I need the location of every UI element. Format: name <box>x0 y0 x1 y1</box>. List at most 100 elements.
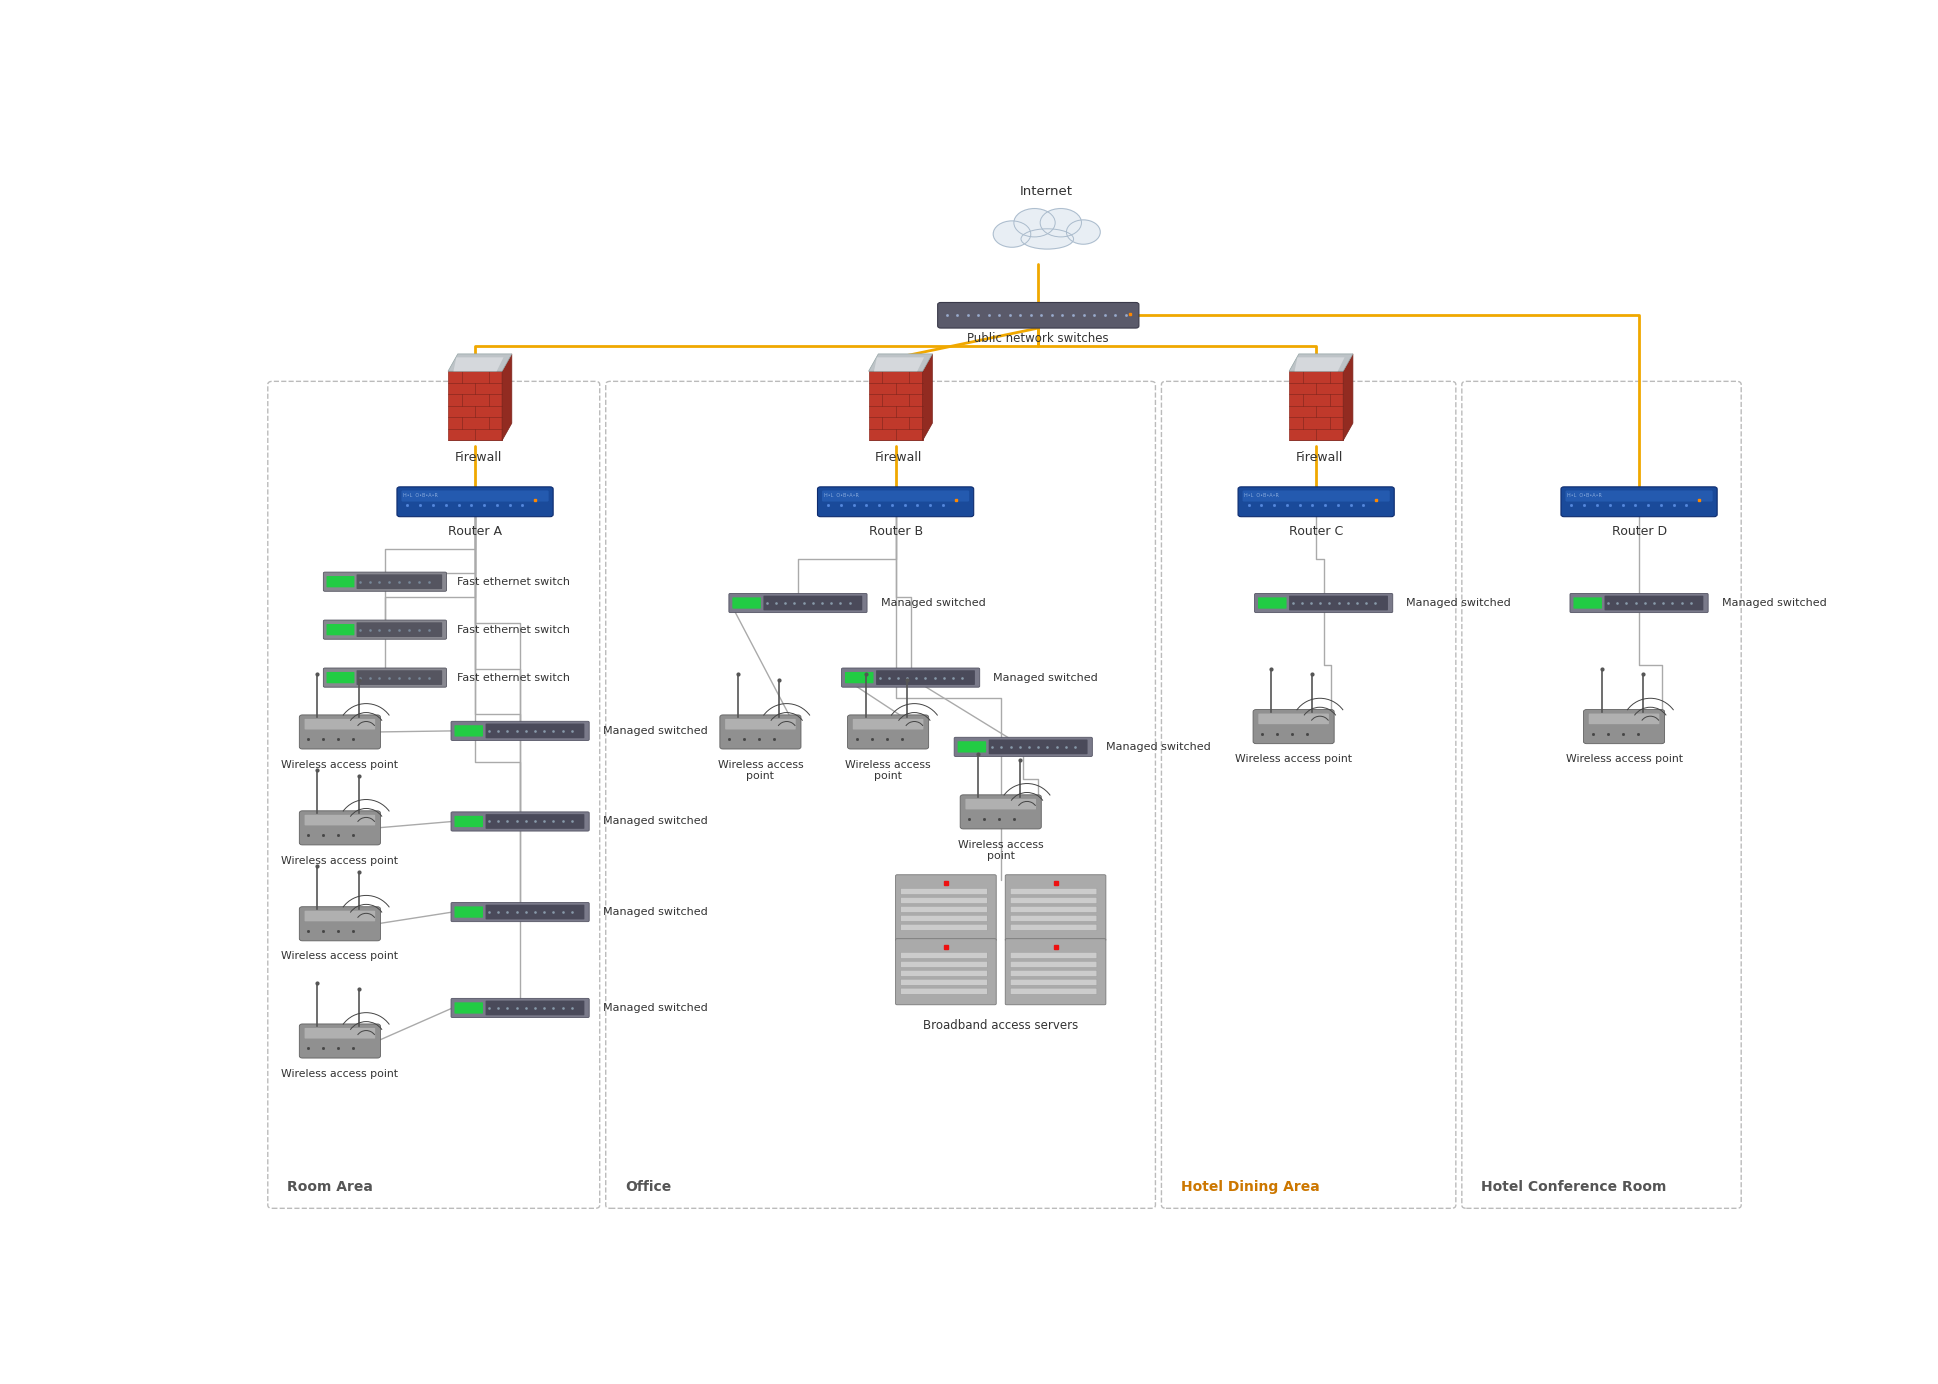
FancyBboxPatch shape <box>486 905 585 919</box>
Text: Fast ethernet switch: Fast ethernet switch <box>457 673 570 682</box>
FancyBboxPatch shape <box>1583 710 1665 743</box>
FancyBboxPatch shape <box>357 574 442 590</box>
Text: Wireless access point: Wireless access point <box>281 951 399 962</box>
FancyBboxPatch shape <box>822 490 969 501</box>
Text: Managed switched: Managed switched <box>1107 742 1211 752</box>
FancyBboxPatch shape <box>298 1024 380 1057</box>
Polygon shape <box>868 354 932 371</box>
FancyBboxPatch shape <box>455 1002 483 1013</box>
FancyBboxPatch shape <box>953 738 1093 757</box>
FancyBboxPatch shape <box>1254 594 1393 613</box>
FancyBboxPatch shape <box>1258 598 1287 609</box>
Text: Managed switched: Managed switched <box>992 673 1099 682</box>
FancyBboxPatch shape <box>401 490 548 501</box>
Text: Fast ethernet switch: Fast ethernet switch <box>457 577 570 587</box>
FancyBboxPatch shape <box>1238 487 1393 516</box>
FancyBboxPatch shape <box>901 897 986 904</box>
Polygon shape <box>1289 354 1353 371</box>
FancyBboxPatch shape <box>1010 925 1097 930</box>
FancyBboxPatch shape <box>938 303 1140 328</box>
FancyBboxPatch shape <box>729 594 866 613</box>
Text: Wireless access point: Wireless access point <box>1566 754 1682 764</box>
FancyBboxPatch shape <box>841 668 981 688</box>
FancyBboxPatch shape <box>324 668 446 688</box>
Text: Wireless access
point: Wireless access point <box>845 760 930 781</box>
FancyBboxPatch shape <box>895 938 996 1005</box>
Text: Managed switched: Managed switched <box>1721 598 1826 608</box>
Text: Managed switched: Managed switched <box>603 1003 707 1013</box>
FancyBboxPatch shape <box>1010 970 1097 977</box>
FancyBboxPatch shape <box>1566 490 1713 501</box>
FancyBboxPatch shape <box>1006 938 1107 1005</box>
FancyBboxPatch shape <box>1289 371 1343 440</box>
Text: Hotel Dining Area: Hotel Dining Area <box>1180 1181 1320 1194</box>
FancyBboxPatch shape <box>452 998 589 1017</box>
Polygon shape <box>448 354 512 371</box>
Text: Wireless access point: Wireless access point <box>281 760 399 770</box>
FancyBboxPatch shape <box>1258 714 1329 724</box>
FancyBboxPatch shape <box>1560 487 1717 516</box>
FancyBboxPatch shape <box>397 487 552 516</box>
FancyBboxPatch shape <box>1605 595 1704 610</box>
Text: H•L  O•B•A•R: H•L O•B•A•R <box>403 493 438 498</box>
FancyBboxPatch shape <box>324 572 446 591</box>
Text: Managed switched: Managed switched <box>880 598 985 608</box>
FancyBboxPatch shape <box>486 724 585 738</box>
Polygon shape <box>453 357 504 371</box>
FancyBboxPatch shape <box>1242 490 1390 501</box>
FancyBboxPatch shape <box>1010 915 1097 922</box>
FancyBboxPatch shape <box>901 952 986 959</box>
FancyBboxPatch shape <box>298 716 380 749</box>
FancyBboxPatch shape <box>326 673 355 684</box>
FancyBboxPatch shape <box>818 487 973 516</box>
FancyBboxPatch shape <box>486 814 585 829</box>
Text: Router C: Router C <box>1289 525 1343 538</box>
Text: Wireless access point: Wireless access point <box>1235 754 1353 764</box>
FancyBboxPatch shape <box>845 673 874 684</box>
Text: Firewall: Firewall <box>1295 451 1343 464</box>
FancyBboxPatch shape <box>455 725 483 736</box>
FancyBboxPatch shape <box>1006 875 1107 941</box>
FancyBboxPatch shape <box>304 1028 376 1038</box>
Text: Firewall: Firewall <box>874 451 922 464</box>
FancyBboxPatch shape <box>959 794 1041 829</box>
FancyBboxPatch shape <box>455 907 483 918</box>
FancyBboxPatch shape <box>868 371 922 440</box>
FancyBboxPatch shape <box>1010 980 1097 985</box>
Text: Router A: Router A <box>448 525 502 538</box>
Text: Managed switched: Managed switched <box>603 725 707 736</box>
FancyBboxPatch shape <box>357 623 442 637</box>
FancyBboxPatch shape <box>1570 594 1707 613</box>
FancyBboxPatch shape <box>901 980 986 985</box>
FancyBboxPatch shape <box>901 925 986 930</box>
FancyBboxPatch shape <box>901 988 986 994</box>
FancyBboxPatch shape <box>895 875 996 941</box>
Ellipse shape <box>994 221 1031 248</box>
FancyBboxPatch shape <box>304 911 376 922</box>
FancyBboxPatch shape <box>326 624 355 635</box>
FancyBboxPatch shape <box>1574 598 1603 609</box>
Ellipse shape <box>1066 220 1101 244</box>
FancyBboxPatch shape <box>876 670 975 685</box>
FancyBboxPatch shape <box>847 716 928 749</box>
FancyBboxPatch shape <box>1010 952 1097 959</box>
FancyBboxPatch shape <box>901 915 986 922</box>
FancyBboxPatch shape <box>486 1001 585 1016</box>
FancyBboxPatch shape <box>304 718 376 729</box>
FancyBboxPatch shape <box>901 889 986 894</box>
Text: Firewall: Firewall <box>453 451 502 464</box>
FancyBboxPatch shape <box>901 962 986 967</box>
Text: Broadband access servers: Broadband access servers <box>922 1019 1078 1031</box>
Ellipse shape <box>1014 209 1054 237</box>
FancyBboxPatch shape <box>357 670 442 685</box>
FancyBboxPatch shape <box>1010 897 1097 904</box>
FancyBboxPatch shape <box>448 371 502 440</box>
Ellipse shape <box>1041 209 1081 237</box>
FancyBboxPatch shape <box>1010 962 1097 967</box>
FancyBboxPatch shape <box>901 907 986 912</box>
Text: H•L  O•B•A•R: H•L O•B•A•R <box>1244 493 1279 498</box>
FancyBboxPatch shape <box>452 721 589 740</box>
FancyBboxPatch shape <box>1010 889 1097 894</box>
Text: Wireless access point: Wireless access point <box>281 855 399 865</box>
Polygon shape <box>1343 354 1353 440</box>
